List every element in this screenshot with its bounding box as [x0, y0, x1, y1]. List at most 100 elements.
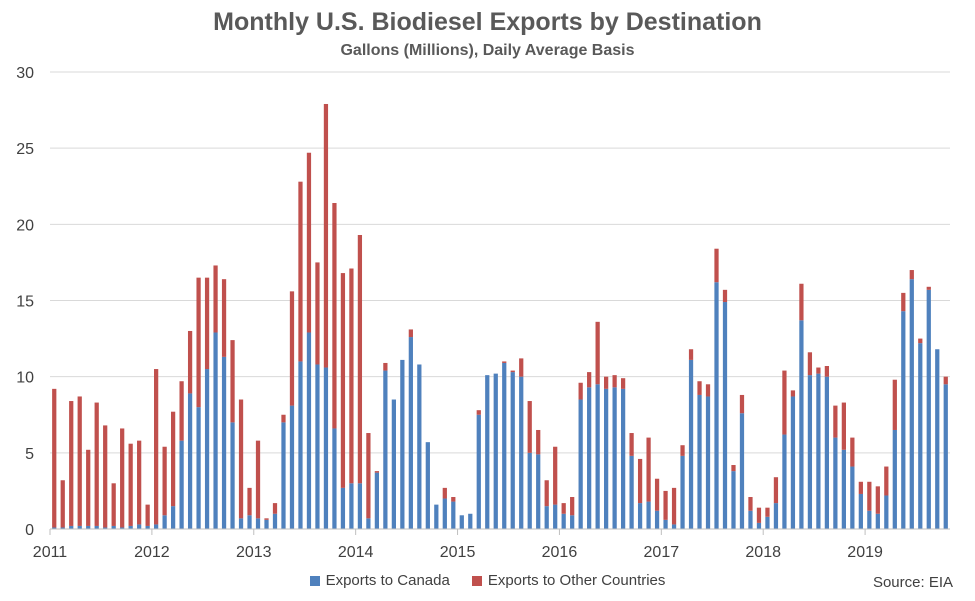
bar-canada-59	[553, 504, 558, 529]
bar-canada-60	[561, 513, 566, 529]
x-axis: 2011 2012 2013 2014 2015 2016 2017 2018 2019	[33, 528, 950, 561]
bar-other-7	[111, 483, 116, 526]
bar-other-67	[620, 378, 626, 389]
bar-other-2	[69, 401, 74, 526]
bar-canada-14	[170, 506, 176, 529]
bar-other-31	[315, 262, 320, 365]
bar-other-17	[196, 277, 201, 408]
legend: Exports to Canada Exports to Other Count…	[0, 572, 975, 589]
bar-other-4	[86, 449, 91, 526]
bar-other-54	[510, 370, 515, 373]
bar-canada-64	[595, 384, 600, 529]
bar-other-89	[807, 352, 813, 376]
bar-canada-50	[476, 414, 481, 529]
bar-other-84	[765, 507, 770, 517]
bar-canada-63	[587, 387, 592, 529]
bar-other-62	[578, 382, 583, 400]
bar-canada-102	[918, 343, 923, 529]
bar-canada-42	[408, 337, 413, 529]
bar-other-59	[553, 446, 558, 505]
bar-canada-18	[204, 369, 210, 529]
bar-other-105	[943, 376, 948, 385]
bar-canada-37	[366, 518, 371, 529]
bar-other-22	[238, 399, 244, 519]
bar-canada-20	[221, 356, 227, 529]
bar-other-1	[60, 480, 65, 528]
bar-other-69	[637, 458, 643, 504]
x-tick-label: 2011	[33, 544, 68, 561]
bar-canada-19	[213, 332, 218, 529]
bar-canada-1	[60, 527, 65, 529]
legend-swatch-canada	[309, 575, 320, 586]
bar-other-57	[536, 429, 541, 455]
bar-other-24	[255, 440, 261, 519]
bar-other-53	[502, 361, 507, 363]
bar-canada-88	[799, 320, 804, 529]
bar-canada-46	[442, 498, 447, 529]
bar-canada-96	[867, 510, 872, 529]
bar-other-32	[323, 103, 329, 368]
gridlines	[50, 71, 950, 454]
bar-other-8	[120, 428, 125, 528]
bar-canada-44	[425, 442, 430, 529]
bar-other-16	[187, 330, 193, 394]
bar-other-74	[680, 445, 685, 456]
bar-other-60	[561, 503, 566, 514]
bar-other-70	[646, 437, 651, 502]
bar-canada-47	[451, 501, 456, 529]
bar-canada-9	[128, 525, 133, 529]
bar-canada-12	[154, 524, 159, 529]
y-tick-label: 10	[16, 370, 34, 387]
bar-canada-33	[332, 428, 337, 529]
bar-other-63	[587, 372, 592, 388]
bar-canada-35	[349, 483, 354, 529]
bar-other-35	[349, 268, 354, 484]
bar-other-64	[595, 321, 600, 385]
bar-canada-26	[272, 513, 278, 529]
bar-canada-100	[901, 311, 906, 529]
bar-canada-0	[52, 527, 57, 529]
bar-other-88	[799, 283, 804, 321]
x-tick-label: 2014	[338, 544, 374, 561]
bar-other-18	[204, 277, 210, 370]
bars	[52, 103, 948, 529]
bar-other-82	[748, 497, 753, 511]
bar-other-76	[697, 381, 702, 395]
bar-canada-94	[850, 466, 855, 529]
legend-label-canada: Exports to Canada	[325, 572, 450, 589]
x-tick-label: 2013	[236, 544, 272, 561]
bar-other-97	[875, 486, 880, 514]
bar-canada-23	[247, 515, 252, 529]
bar-other-15	[179, 381, 184, 441]
bar-other-79	[722, 289, 728, 303]
bar-other-103	[926, 286, 931, 290]
bar-other-26	[272, 503, 278, 514]
bar-canada-15	[179, 440, 184, 529]
bar-canada-5	[94, 525, 99, 529]
bar-other-39	[383, 362, 388, 371]
bar-other-65	[604, 376, 609, 389]
bar-other-66	[612, 375, 617, 388]
bar-other-72	[663, 490, 668, 520]
source-note: Source: EIA	[872, 574, 953, 591]
bar-other-95	[858, 481, 863, 494]
bar-canada-53	[502, 362, 507, 529]
bar-other-3	[77, 396, 82, 526]
bar-canada-27	[281, 422, 286, 529]
bar-canada-91	[824, 376, 830, 529]
y-tick-label: 25	[16, 141, 34, 158]
x-tick-label: 2015	[440, 544, 476, 561]
legend-item-other: Exports to Other Countries	[471, 572, 665, 589]
bar-canada-89	[807, 375, 813, 529]
bar-canada-78	[714, 282, 719, 529]
bar-canada-45	[434, 504, 439, 529]
bar-canada-65	[604, 388, 609, 529]
bar-canada-54	[510, 372, 515, 529]
bar-canada-98	[884, 495, 889, 529]
bar-other-28	[289, 291, 295, 406]
bar-other-77	[705, 384, 711, 397]
bar-other-21	[230, 340, 235, 423]
bar-other-46	[442, 487, 447, 499]
bar-other-14	[170, 411, 176, 507]
